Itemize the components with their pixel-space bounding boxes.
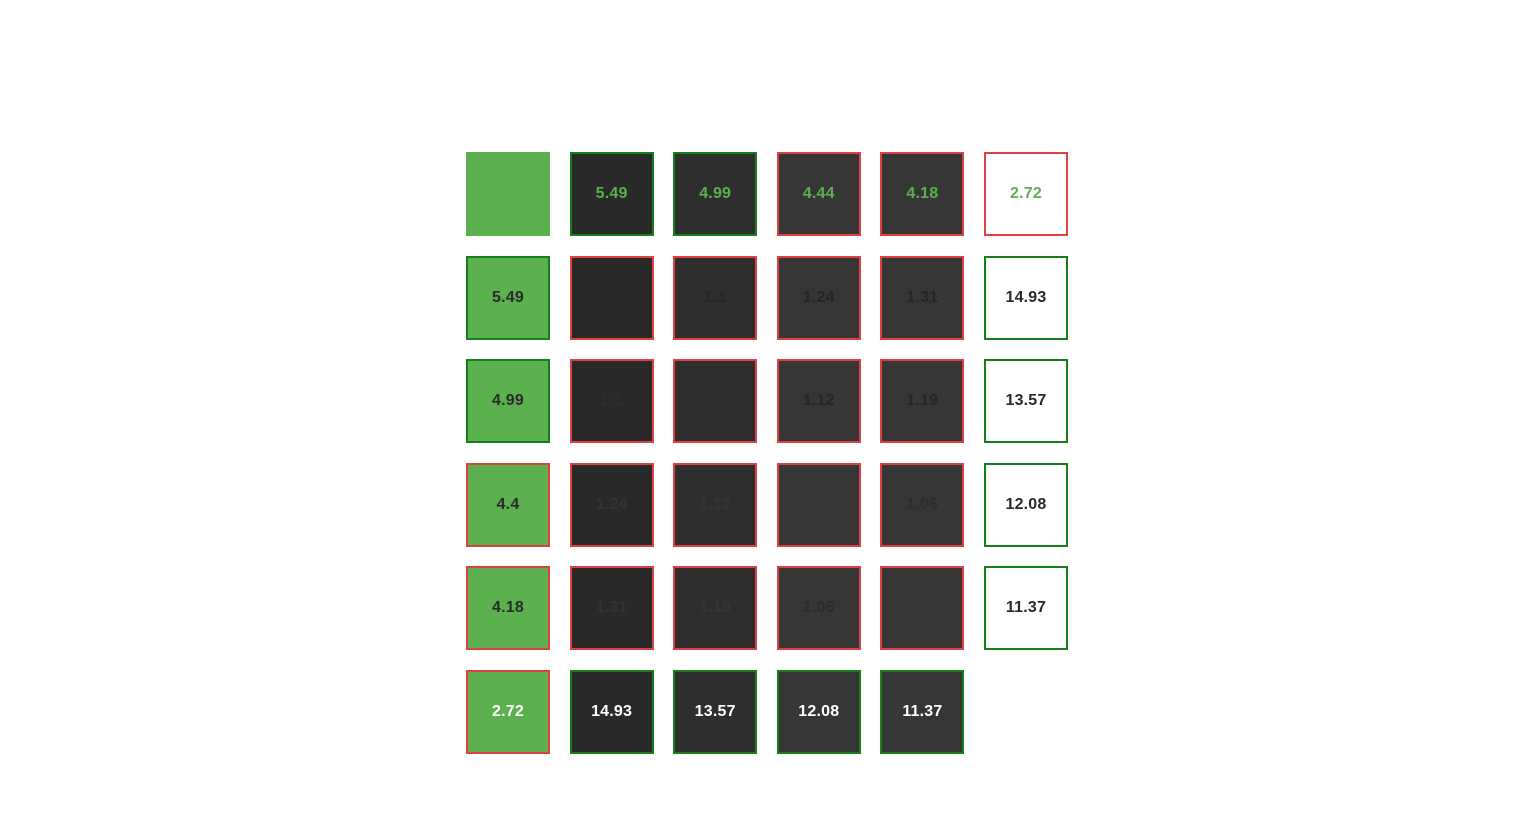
cell-value: 5.49 — [595, 185, 628, 202]
board-cell-r1-c1[interactable] — [569, 255, 654, 340]
cell-value: 1.19 — [699, 599, 732, 617]
board-cell-r0-c4[interactable]: 4.18 — [880, 152, 965, 236]
board-cell-r5-c0[interactable]: 2.72 — [466, 670, 550, 754]
board-cell-r4-c5[interactable]: 11.37 — [984, 566, 1068, 651]
board-cell-r0-c3[interactable]: 4.44 — [776, 152, 861, 236]
cell-value: 1.24 — [595, 495, 628, 513]
cell-value: 4.99 — [699, 185, 732, 202]
cell-value: 4.44 — [802, 185, 835, 202]
board-cell-r3-c0[interactable]: 4.4 — [466, 462, 550, 547]
board-cell-r1-c3[interactable]: 1.24 — [776, 255, 861, 340]
cell-value: 1.12 — [699, 495, 732, 513]
game-board: 5.49 4.99 4.44 4.18 2.72 5.49 1.1 1.24 1.31 14.93… — [466, 152, 1069, 755]
cell-value: 4.4 — [496, 495, 520, 513]
cell-value: 4.99 — [492, 392, 524, 410]
cell-value: 1.31 — [595, 599, 628, 617]
cell-value: 1.1 — [703, 288, 727, 306]
board-cell-r4-c3[interactable]: 1.06 — [776, 566, 861, 651]
board-cell-r1-c2[interactable]: 1.1 — [673, 255, 758, 340]
board-cell-r2-c0[interactable]: 4.99 — [466, 359, 550, 444]
cell-value: 1.12 — [802, 392, 835, 410]
board-cell-r2-c3[interactable]: 1.12 — [776, 359, 861, 444]
cell-value: 13.57 — [694, 703, 736, 720]
board-cell-r3-c4[interactable]: 1.06 — [880, 462, 965, 547]
cell-value: 5.49 — [492, 288, 524, 306]
cell-value: 13.57 — [1005, 392, 1047, 410]
board-cell-r2-c1[interactable]: 1.1 — [569, 359, 654, 444]
cell-value: 4.18 — [492, 599, 524, 617]
board-cell-r3-c5[interactable]: 12.08 — [984, 462, 1068, 547]
cell-value: 1.1 — [600, 392, 624, 410]
cell-value: 11.37 — [1005, 599, 1047, 617]
cell-value: 2.72 — [492, 703, 524, 720]
cell-value: 1.06 — [802, 599, 835, 617]
board-cell-r5-c2[interactable]: 13.57 — [673, 670, 758, 754]
board-cell-r5-c3[interactable]: 12.08 — [776, 670, 861, 754]
board-cell-r5-c4[interactable]: 11.37 — [880, 670, 965, 754]
board-cell-r1-c4[interactable]: 1.31 — [880, 255, 965, 340]
board-cell-r2-c2[interactable] — [673, 359, 758, 444]
board-cell-r0-c2[interactable]: 4.99 — [673, 152, 758, 236]
board-cell-r2-c4[interactable]: 1.19 — [880, 359, 965, 444]
board-cell-r0-c1[interactable]: 5.49 — [569, 152, 654, 236]
board-cell-r4-c2[interactable]: 1.19 — [673, 566, 758, 651]
board-cell-r4-c0[interactable]: 4.18 — [466, 566, 550, 651]
board-cell-r4-c4[interactable] — [880, 566, 965, 651]
cell-value: 12.08 — [798, 703, 840, 720]
cell-value: 2.72 — [1010, 185, 1042, 202]
cell-value: 1.31 — [906, 288, 939, 306]
cell-value: 12.08 — [1005, 495, 1047, 513]
board-cell-r4-c1[interactable]: 1.31 — [569, 566, 654, 651]
board-cell-r3-c2[interactable]: 1.12 — [673, 462, 758, 547]
cell-value: 14.93 — [591, 703, 633, 720]
cell-value: 11.37 — [902, 703, 943, 720]
cell-value: 14.93 — [1005, 288, 1047, 306]
cell-value: 1.19 — [906, 392, 939, 410]
cell-value: 4.18 — [906, 185, 939, 202]
board-cell-r0-c5[interactable]: 2.72 — [984, 152, 1068, 236]
board-cell-r5-c5[interactable] — [984, 670, 1068, 754]
board-cell-r1-c5[interactable]: 14.93 — [984, 255, 1068, 340]
board-cell-r0-c0[interactable] — [466, 152, 550, 236]
board-cell-r3-c3[interactable] — [776, 462, 861, 547]
board-cell-r2-c5[interactable]: 13.57 — [984, 359, 1068, 444]
board-cell-r1-c0[interactable]: 5.49 — [466, 255, 550, 340]
board-cell-r5-c1[interactable]: 14.93 — [569, 670, 654, 754]
board-cell-r3-c1[interactable]: 1.24 — [569, 462, 654, 547]
cell-value: 1.06 — [906, 495, 939, 513]
cell-value: 1.24 — [802, 288, 835, 306]
